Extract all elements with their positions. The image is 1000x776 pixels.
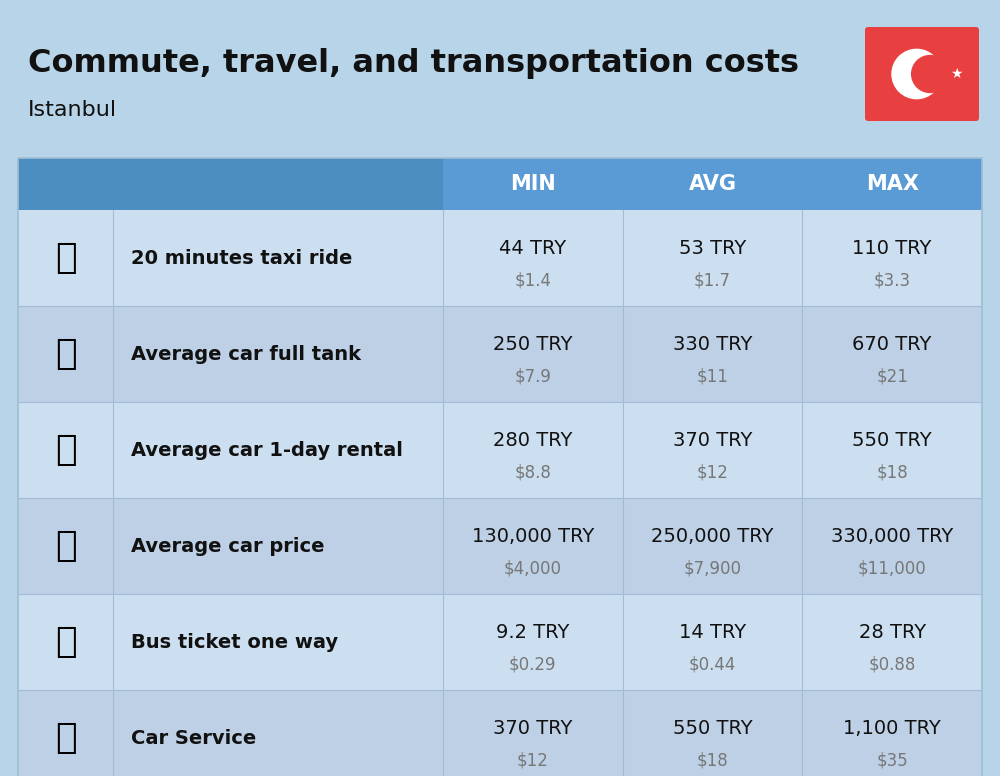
FancyBboxPatch shape: [18, 594, 982, 690]
Text: Average car price: Average car price: [131, 536, 324, 556]
Text: 🚌: 🚌: [55, 625, 76, 659]
Text: $11: $11: [697, 367, 728, 385]
Text: Bus ticket one way: Bus ticket one way: [131, 632, 338, 652]
Text: $8.8: $8.8: [514, 463, 551, 481]
FancyBboxPatch shape: [18, 690, 982, 776]
Text: $18: $18: [876, 463, 908, 481]
Text: 53 TRY: 53 TRY: [679, 238, 746, 258]
Text: 550 TRY: 550 TRY: [673, 719, 752, 737]
FancyBboxPatch shape: [18, 158, 982, 210]
Text: $21: $21: [876, 367, 908, 385]
Text: Average car 1-day rental: Average car 1-day rental: [131, 441, 403, 459]
Circle shape: [912, 56, 949, 92]
Text: ⛽: ⛽: [55, 337, 76, 371]
Text: $0.29: $0.29: [509, 655, 557, 673]
Text: $35: $35: [876, 751, 908, 769]
Text: 280 TRY: 280 TRY: [493, 431, 573, 449]
FancyBboxPatch shape: [865, 27, 979, 121]
Text: AVG: AVG: [688, 174, 736, 194]
Text: 🚕: 🚕: [55, 241, 76, 275]
Text: $18: $18: [697, 751, 728, 769]
FancyBboxPatch shape: [18, 158, 443, 210]
Text: $12: $12: [697, 463, 728, 481]
Text: 370 TRY: 370 TRY: [673, 431, 752, 449]
Text: 1,100 TRY: 1,100 TRY: [843, 719, 941, 737]
FancyBboxPatch shape: [18, 498, 982, 594]
Text: $11,000: $11,000: [858, 559, 927, 577]
FancyBboxPatch shape: [18, 306, 982, 402]
Text: 20 minutes taxi ride: 20 minutes taxi ride: [131, 248, 352, 268]
Text: 250,000 TRY: 250,000 TRY: [651, 526, 774, 546]
Text: $0.88: $0.88: [868, 655, 916, 673]
Text: 330 TRY: 330 TRY: [673, 334, 752, 354]
Text: $4,000: $4,000: [504, 559, 562, 577]
FancyBboxPatch shape: [18, 210, 982, 306]
Text: 28 TRY: 28 TRY: [859, 622, 926, 642]
Circle shape: [892, 50, 941, 99]
Text: 🚗: 🚗: [55, 433, 76, 467]
Text: $7,900: $7,900: [684, 559, 742, 577]
Text: $12: $12: [517, 751, 549, 769]
Text: 14 TRY: 14 TRY: [679, 622, 746, 642]
Text: 670 TRY: 670 TRY: [852, 334, 932, 354]
Text: 330,000 TRY: 330,000 TRY: [831, 526, 953, 546]
FancyBboxPatch shape: [18, 402, 982, 498]
Text: Commute, travel, and transportation costs: Commute, travel, and transportation cost…: [28, 48, 799, 79]
Text: $0.44: $0.44: [689, 655, 736, 673]
Text: 9.2 TRY: 9.2 TRY: [496, 622, 570, 642]
Text: 370 TRY: 370 TRY: [493, 719, 573, 737]
Text: 550 TRY: 550 TRY: [852, 431, 932, 449]
Text: $1.4: $1.4: [514, 271, 551, 289]
Text: MIN: MIN: [510, 174, 556, 194]
Text: 🔧: 🔧: [55, 721, 76, 755]
Text: ★: ★: [950, 67, 963, 81]
Text: MAX: MAX: [866, 174, 919, 194]
Text: $3.3: $3.3: [874, 271, 911, 289]
Text: 110 TRY: 110 TRY: [852, 238, 932, 258]
Text: $7.9: $7.9: [514, 367, 551, 385]
Text: 44 TRY: 44 TRY: [499, 238, 566, 258]
Text: Istanbul: Istanbul: [28, 100, 117, 120]
Text: $1.7: $1.7: [694, 271, 731, 289]
Text: 130,000 TRY: 130,000 TRY: [472, 526, 594, 546]
Text: 250 TRY: 250 TRY: [493, 334, 573, 354]
Text: 🚗: 🚗: [55, 529, 76, 563]
Text: Average car full tank: Average car full tank: [131, 345, 361, 363]
Text: Car Service: Car Service: [131, 729, 256, 747]
